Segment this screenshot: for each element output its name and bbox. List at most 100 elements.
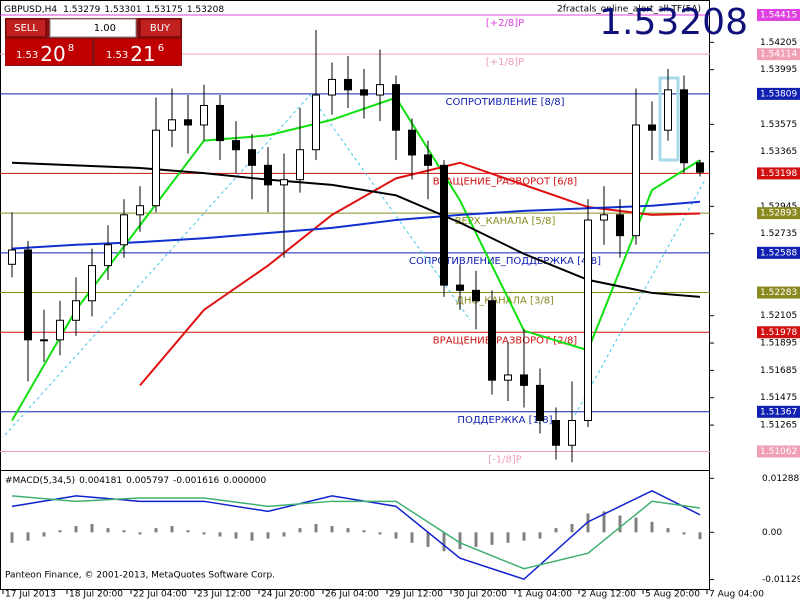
macd-histogram-bar <box>106 528 110 533</box>
candle-body <box>600 214 608 221</box>
macd-histogram-bar <box>698 532 702 540</box>
bid-box[interactable] <box>6 39 92 65</box>
macd-histogram-bar <box>186 530 190 533</box>
candle-body <box>136 205 144 216</box>
level-axis-box <box>757 207 800 220</box>
lot-input[interactable] <box>49 18 137 38</box>
close: 1.53208 <box>187 5 224 15</box>
macd-histogram-bar <box>122 530 126 533</box>
candle-body <box>200 104 208 126</box>
sell-button[interactable] <box>5 18 47 38</box>
low: 1.53175 <box>146 5 183 15</box>
ask-box[interactable] <box>95 39 181 65</box>
macd-histogram-bar <box>570 523 574 533</box>
x-tick-label: 29 Jul 12:00 <box>389 590 443 600</box>
macd-histogram-bar <box>266 532 270 539</box>
macd-histogram-bar <box>618 515 622 533</box>
macd-histogram-bar <box>282 532 286 537</box>
candle-body <box>696 162 704 173</box>
candle-body <box>552 420 560 446</box>
candle-body <box>584 219 592 422</box>
macd-histogram-bar <box>634 517 638 533</box>
x-tick-label: 23 Jul 12:00 <box>197 590 251 600</box>
lot-value: 1.00 <box>94 23 116 34</box>
candle-body <box>632 124 640 237</box>
candle-body <box>296 149 304 181</box>
macd-histogram-bar <box>426 532 430 547</box>
moving-average <box>11 200 701 250</box>
trend-line <box>4 94 471 436</box>
level-axis-label: 1.52893 <box>760 209 797 219</box>
bid-prefix: 1.53 <box>16 50 38 61</box>
candle-body <box>104 244 112 267</box>
candle-body <box>488 300 496 381</box>
candle-body <box>24 249 32 341</box>
macd-histogram-bar <box>250 532 254 541</box>
indicator-name: 2fractals_online_alert_all TF(5A) <box>557 5 701 15</box>
macd-histogram-bar <box>74 526 78 533</box>
macd-histogram-bar <box>474 532 478 547</box>
sell-label: SELL <box>14 23 38 34</box>
axes: 1.54205 1.53995 1.53575 1.53365 1.52945 1.527… <box>2 38 797 600</box>
candle-body <box>472 289 480 302</box>
x-tick-label: 24 Jul 20:00 <box>261 590 315 600</box>
macd-extra-value: 0.000000 <box>223 476 266 486</box>
candle-body <box>424 154 432 166</box>
y-tick-label: 1.52735 <box>760 229 797 239</box>
macd-histogram-bar <box>378 532 382 535</box>
macd-signal-value: 0.005797 <box>126 476 169 486</box>
candle-body <box>120 214 128 246</box>
candle-body <box>680 89 688 164</box>
candle-body <box>344 78 352 91</box>
candle-body <box>648 124 656 131</box>
symbol-info: GBPUSD,H4 1.53279 1.53301 1.53175 1.53208 <box>4 5 224 15</box>
candle-body <box>536 384 544 422</box>
macd-histogram-bar <box>394 532 398 539</box>
y-tick-label: 1.53365 <box>760 147 797 157</box>
x-tick-label: 22 Jul 04:00 <box>133 590 187 600</box>
level-axis-box <box>757 48 800 61</box>
level-label: [-1/8]P <box>488 455 522 466</box>
macd-histogram-bar <box>410 532 414 543</box>
macd-histogram-bar <box>346 528 350 533</box>
level-label: ВЕРХ_КАНАЛА [5/8] <box>455 216 556 227</box>
level-label: СОПРОТИВЛЕНИЕ_ПОДДЕРЖКА [4/8] <box>409 256 601 267</box>
x-tick-label: 1 Aug 04:00 <box>517 590 572 600</box>
level-label: СОПРОТИВЛЕНИЕ [8/8] <box>446 97 565 108</box>
ask-prefix: 1.53 <box>106 50 128 61</box>
bid-price: 1.53 20 8 <box>16 42 74 66</box>
candle-body <box>248 149 256 166</box>
y-tick-label: 1.52105 <box>760 311 797 321</box>
macd-title: #MACD(5,34,5) <box>5 476 75 486</box>
y-tick-label: 1.51685 <box>760 366 797 376</box>
macd-histogram-bar <box>298 528 302 533</box>
candle-body <box>280 179 288 186</box>
level-label: ПОДДЕРЖКА [1/8] <box>457 415 552 426</box>
candle-body <box>40 339 48 342</box>
macd-y-tick-label: 0.00 <box>762 528 782 538</box>
moving-average <box>11 161 701 298</box>
macd-main-value: 0.004181 <box>79 476 122 486</box>
level-label: [+1/8]P <box>486 57 524 68</box>
macd-histogram-bar <box>602 511 606 533</box>
macd-histogram-bar <box>650 521 654 533</box>
macd-histogram-bar <box>218 532 222 537</box>
level-axis-label: 1.51978 <box>760 328 797 338</box>
macd-histogram-bar <box>90 523 94 533</box>
candle-body <box>56 319 64 341</box>
candle-body <box>440 164 448 286</box>
level-axis-labels: 1.54415 1.54114 1.53809 1.53198 1.52893 1.525… <box>757 8 800 458</box>
buy-button[interactable] <box>139 18 182 38</box>
ask-big: 21 <box>130 42 155 66</box>
x-tick-label: 26 Jul 04:00 <box>325 590 379 600</box>
macd-histogram-bar <box>26 532 30 541</box>
level-axis-label: 1.52283 <box>760 288 797 298</box>
y-tick-label: 1.52945 <box>760 202 797 212</box>
highlight-box <box>658 76 680 162</box>
candle-body <box>8 249 16 265</box>
x-tick-label: 30 Jul 20:00 <box>453 590 507 600</box>
macd-histogram-bar <box>458 532 462 550</box>
macd-histogram-bar <box>330 526 334 533</box>
